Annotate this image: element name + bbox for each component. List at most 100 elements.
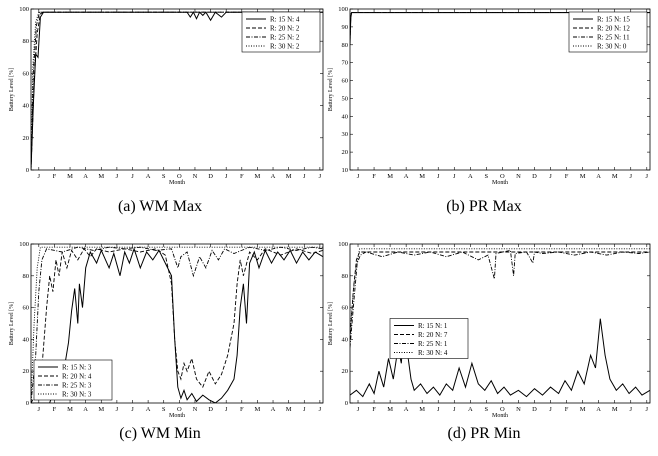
- legend-label: R: 15 N: 4: [270, 16, 300, 24]
- x-tick-label: O: [500, 406, 505, 413]
- y-tick-label: 100: [19, 6, 29, 13]
- x-tick-label: J: [225, 406, 228, 413]
- x-tick-label: F: [372, 173, 376, 180]
- legend-label: R: 15 N: 3: [62, 364, 92, 372]
- y-tick-label: 0: [345, 400, 348, 407]
- x-tick-label: M: [612, 406, 618, 413]
- legend-label: R: 25 N: 11: [597, 34, 630, 42]
- x-tick-label: J: [116, 406, 119, 413]
- series-line-3: [31, 11, 323, 170]
- x-tick-label: A: [146, 173, 151, 180]
- x-tick-label: M: [98, 173, 104, 180]
- y-tick-label: 60: [342, 78, 349, 85]
- legend-label: R: 20 N: 12: [597, 25, 630, 33]
- y-tick-label: 40: [23, 336, 30, 343]
- y-tick-label: 30: [342, 131, 349, 138]
- x-tick-label: M: [580, 406, 586, 413]
- y-tick-label: 50: [342, 95, 349, 102]
- x-tick-label: A: [271, 173, 276, 180]
- x-tick-label: N: [516, 406, 521, 413]
- x-tick-label: D: [208, 406, 213, 413]
- x-tick-label: J: [453, 173, 456, 180]
- x-tick-label: S: [162, 173, 166, 180]
- legend-label: R: 20 N: 7: [418, 331, 448, 339]
- x-axis-label: Month: [492, 413, 508, 419]
- y-tick-label: 80: [23, 273, 30, 280]
- legend-label: R: 30 N: 2: [270, 43, 300, 51]
- y-tick-label: 60: [23, 305, 30, 312]
- x-tick-label: D: [208, 173, 213, 180]
- y-axis-label: Battery Level [%]: [328, 68, 334, 111]
- x-tick-label: D: [532, 406, 537, 413]
- x-tick-label: O: [500, 173, 505, 180]
- subfigure-caption: (b) PR Max: [446, 198, 522, 215]
- legend-label: R: 30 N: 3: [62, 391, 92, 399]
- series-line-2: [350, 251, 650, 340]
- x-tick-label: M: [286, 406, 292, 413]
- x-tick-label: J: [646, 406, 649, 413]
- chart-panel-4: 0 20 40 60 80 100 J F M A M J J A S O N D J F M A M J J Month Batt…: [328, 241, 651, 442]
- x-axis-label: Month: [492, 180, 508, 186]
- x-tick-label: J: [303, 173, 306, 180]
- series-line-1: [31, 11, 323, 170]
- series-line-4: [350, 248, 650, 332]
- x-tick-label: J: [629, 173, 632, 180]
- y-tick-label: 90: [342, 24, 349, 31]
- x-tick-label: F: [53, 406, 57, 413]
- series-line-1: [350, 318, 650, 398]
- y-tick-label: 20: [23, 135, 30, 142]
- x-tick-label: M: [67, 406, 73, 413]
- legend-label: R: 30 N: 0: [597, 43, 627, 51]
- legend-label: R: 15 N: 1: [418, 322, 448, 330]
- y-axis-label: Battery Level [%]: [9, 302, 15, 345]
- x-axis-label: Month: [169, 413, 185, 419]
- x-tick-label: S: [485, 173, 489, 180]
- x-tick-label: J: [357, 406, 360, 413]
- y-axis-label: Battery Level [%]: [9, 68, 15, 111]
- y-tick-label: 60: [23, 70, 30, 77]
- series-line-1: [31, 247, 323, 403]
- x-tick-label: A: [468, 406, 473, 413]
- x-tick-label: M: [98, 406, 104, 413]
- x-tick-label: J: [646, 173, 649, 180]
- series-line-2: [31, 247, 323, 403]
- x-tick-label: A: [271, 406, 276, 413]
- legend-label: R: 15 N: 15: [597, 16, 630, 24]
- legend: R: 15 N: 15R: 20 N: 12R: 25 N: 11R: 30 N…: [568, 11, 648, 53]
- chart-panel-3: 0 20 40 60 80 100 J F M A M J J A S O N D J F M A M J J Month Batt…: [9, 241, 324, 442]
- y-tick-label: 80: [342, 273, 349, 280]
- x-tick-label: F: [240, 173, 244, 180]
- x-tick-label: A: [596, 406, 601, 413]
- plot-frame: [30, 8, 324, 171]
- y-tick-label: 20: [23, 368, 30, 375]
- x-tick-label: D: [532, 173, 537, 180]
- y-axis-label: Battery Level [%]: [328, 302, 334, 345]
- y-tick-label: 20: [342, 368, 349, 375]
- y-tick-label: 0: [26, 400, 29, 407]
- x-tick-label: F: [565, 173, 569, 180]
- x-tick-label: J: [437, 173, 440, 180]
- x-axis-label: Month: [169, 180, 185, 186]
- x-tick-label: N: [516, 173, 521, 180]
- legend: R: 15 N: 3R: 20 N: 4R: 25 N: 3R: 30 N: 3: [33, 359, 113, 401]
- x-tick-label: J: [357, 173, 360, 180]
- x-tick-label: A: [468, 173, 473, 180]
- x-tick-label: M: [419, 173, 425, 180]
- plot-frame: [349, 243, 651, 404]
- x-tick-label: S: [162, 406, 166, 413]
- plot-frame: [349, 8, 651, 171]
- legend: R: 15 N: 4R: 20 N: 2R: 25 N: 2R: 30 N: 2: [241, 11, 321, 53]
- y-tick-label: 60: [342, 305, 349, 312]
- y-tick-label: 80: [23, 38, 30, 45]
- plot-frame: [30, 243, 324, 404]
- subfigure-caption: (c) WM Min: [119, 425, 200, 442]
- series-line-4: [31, 246, 323, 403]
- x-tick-label: M: [580, 173, 586, 180]
- y-tick-label: 20: [342, 149, 349, 156]
- x-tick-label: J: [131, 406, 134, 413]
- chart-panel-1: 0 20 40 60 80 100 J F M A M J J A S O N D J F M A M J J Month Batt…: [9, 6, 324, 215]
- x-tick-label: F: [372, 406, 376, 413]
- x-tick-label: S: [485, 406, 489, 413]
- x-tick-label: M: [612, 173, 618, 180]
- legend-label: R: 20 N: 4: [62, 373, 92, 381]
